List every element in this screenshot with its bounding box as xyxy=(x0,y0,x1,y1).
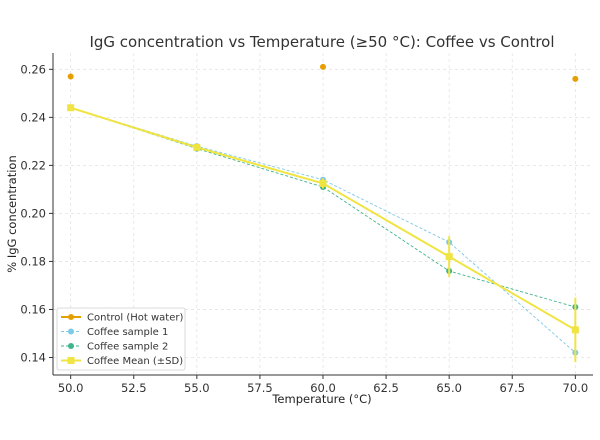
legend-swatch-marker xyxy=(67,357,75,364)
legend-label: Coffee sample 1 xyxy=(87,327,168,338)
x-tick-label: 60.0 xyxy=(310,381,336,395)
series-layer xyxy=(67,63,579,363)
legend-item: Control (Hot water) xyxy=(61,313,183,324)
legend-label: Coffee sample 2 xyxy=(87,342,168,353)
x-tick-label: 67.5 xyxy=(499,381,525,395)
data-point xyxy=(67,104,75,112)
x-tick-label: 55.0 xyxy=(184,381,210,395)
x-tick-label: 57.5 xyxy=(247,381,273,395)
legend-box xyxy=(56,307,186,371)
series-coffee-mean-sd xyxy=(67,104,579,363)
series-control-hot-water xyxy=(67,63,579,82)
legend-swatch-marker xyxy=(68,328,74,335)
y-tick-label: 0.26 xyxy=(20,62,46,76)
y-axis-label: % IgG concentration xyxy=(5,155,19,273)
data-point xyxy=(193,143,201,151)
x-ticks: 50.0 52.5 55.0 57.5 60.0 62.5 65.0 67.5 70.0 xyxy=(58,375,588,395)
y-tick-label: 0.22 xyxy=(20,158,46,172)
y-ticks: 0.14 0.16 0.18 0.20 0.22 0.24 0.26 xyxy=(20,62,53,364)
y-tick-label: 0.18 xyxy=(20,254,46,268)
x-tick-label: 50.0 xyxy=(58,381,84,395)
x-tick-label: 65.0 xyxy=(436,381,462,395)
data-point xyxy=(445,253,453,261)
data-point xyxy=(571,326,579,334)
legend-label: Control (Hot water) xyxy=(87,313,183,324)
legend: Control (Hot water) Coffee sample 1 Coffee… xyxy=(56,307,186,371)
x-axis-label: Temperature (°C) xyxy=(271,392,371,406)
data-point xyxy=(67,73,74,80)
y-tick-label: 0.16 xyxy=(20,302,46,316)
y-tick-label: 0.20 xyxy=(20,206,46,220)
legend-item: Coffee sample 2 xyxy=(61,342,168,353)
legend-swatch-marker xyxy=(68,343,74,349)
y-tick-label: 0.24 xyxy=(20,110,46,124)
data-point xyxy=(319,179,327,187)
legend-label: Coffee Mean (±SD) xyxy=(87,356,183,367)
y-tick-label: 0.14 xyxy=(20,350,46,364)
legend-swatch-marker xyxy=(68,314,74,320)
x-tick-label: 62.5 xyxy=(373,381,399,395)
data-point xyxy=(320,63,326,70)
chart-title: IgG concentration vs Temperature (≥50 °C… xyxy=(89,33,554,51)
legend-item: Coffee sample 1 xyxy=(61,327,168,338)
x-tick-label: 52.5 xyxy=(121,381,147,395)
legend-item: Coffee Mean (±SD) xyxy=(61,356,183,367)
data-point xyxy=(572,75,579,82)
x-tick-label: 70.0 xyxy=(563,381,589,395)
